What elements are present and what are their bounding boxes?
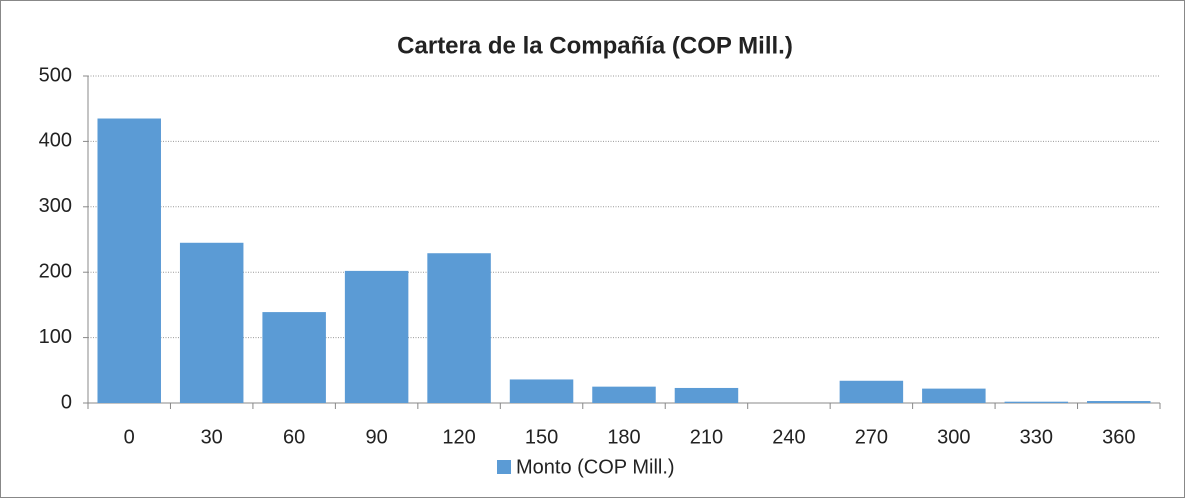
x-tick-label: 330	[1020, 426, 1053, 448]
y-tick-label: 100	[39, 326, 72, 348]
y-tick-label: 300	[39, 195, 72, 217]
bar	[1087, 401, 1151, 403]
bar	[839, 380, 904, 403]
x-tick-label: 90	[365, 426, 387, 448]
x-tick-label: 240	[772, 426, 805, 448]
x-tick-label: 0	[124, 426, 135, 448]
bar	[427, 253, 491, 403]
x-tick-label: 120	[442, 426, 475, 448]
x-tick-label: 30	[201, 426, 223, 448]
bar	[509, 379, 574, 403]
y-tick-label: 500	[39, 64, 72, 86]
x-tick-label: 270	[855, 426, 888, 448]
y-tick-label: 400	[39, 130, 72, 152]
legend-swatch	[497, 460, 511, 474]
chart-title: Cartera de la Compañía (COP Mill.)	[397, 32, 793, 59]
bar	[1004, 401, 1069, 403]
x-tick-label: 180	[607, 426, 640, 448]
bar	[674, 387, 739, 403]
legend-label: Monto (COP Mill.)	[516, 456, 675, 478]
x-tick-label: 300	[937, 426, 970, 448]
bar	[344, 270, 409, 403]
bar	[922, 388, 986, 403]
bar	[592, 386, 656, 403]
x-tick-label: 60	[283, 426, 305, 448]
y-tick-label: 0	[61, 391, 72, 413]
x-tick-label: 150	[525, 426, 558, 448]
x-tick-label: 210	[690, 426, 723, 448]
bar	[97, 118, 161, 403]
x-tick-label: 360	[1102, 426, 1135, 448]
y-tick-label: 200	[39, 260, 72, 282]
bar	[179, 242, 244, 403]
bar	[262, 312, 326, 403]
